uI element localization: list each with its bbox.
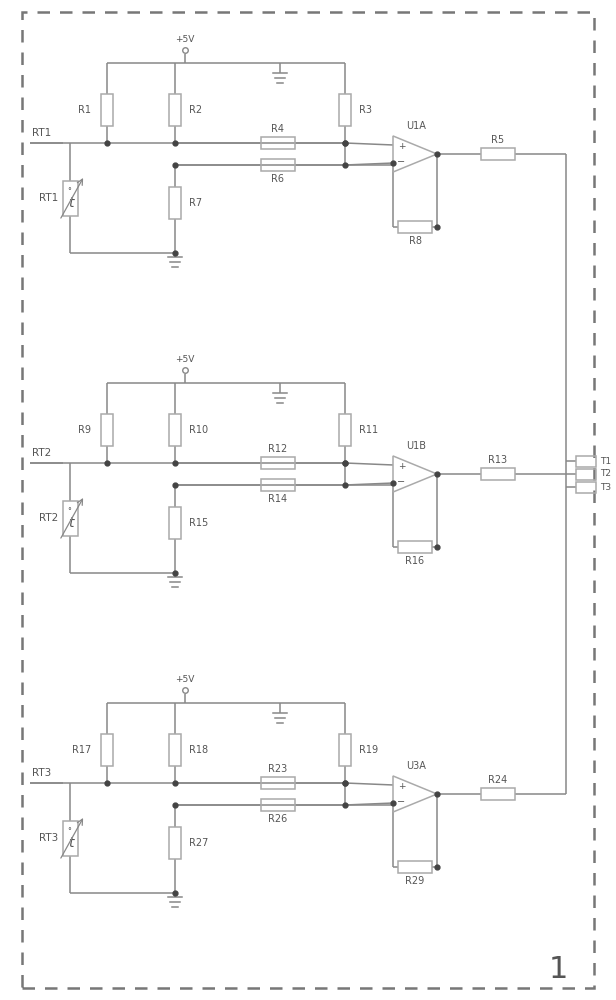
Text: R19: R19 bbox=[359, 745, 378, 755]
Text: °: ° bbox=[67, 828, 71, 836]
Text: RT3: RT3 bbox=[32, 768, 51, 778]
Bar bbox=[169, 414, 181, 446]
Bar bbox=[481, 468, 515, 480]
Text: U3A: U3A bbox=[406, 761, 426, 771]
Bar bbox=[169, 827, 181, 859]
Text: +: + bbox=[397, 462, 405, 471]
Text: R18: R18 bbox=[189, 745, 208, 755]
Bar bbox=[169, 94, 181, 126]
Text: R23: R23 bbox=[269, 764, 288, 774]
Text: RT2: RT2 bbox=[39, 513, 59, 523]
Text: R27: R27 bbox=[189, 838, 208, 848]
Text: R13: R13 bbox=[488, 455, 508, 465]
Text: −: − bbox=[397, 157, 405, 167]
Bar bbox=[339, 414, 351, 446]
Text: −: − bbox=[397, 477, 405, 487]
Text: R17: R17 bbox=[71, 745, 91, 755]
Text: R5: R5 bbox=[492, 135, 505, 145]
Text: +5V: +5V bbox=[176, 35, 195, 44]
Bar bbox=[62, 180, 78, 216]
Bar bbox=[261, 137, 295, 149]
Bar bbox=[398, 541, 432, 553]
Text: °: ° bbox=[67, 508, 71, 516]
Bar bbox=[101, 734, 113, 766]
Text: R7: R7 bbox=[189, 198, 202, 208]
Text: RT2: RT2 bbox=[32, 448, 51, 458]
Bar bbox=[261, 159, 295, 171]
Bar bbox=[101, 94, 113, 126]
Text: RT1: RT1 bbox=[39, 193, 59, 203]
Text: +5V: +5V bbox=[176, 675, 195, 684]
Text: R14: R14 bbox=[269, 494, 288, 504]
Text: +5V: +5V bbox=[176, 355, 195, 364]
Bar bbox=[398, 221, 432, 233]
Text: RT3: RT3 bbox=[39, 833, 59, 843]
Bar bbox=[169, 734, 181, 766]
Bar bbox=[169, 187, 181, 219]
Text: +: + bbox=[397, 142, 405, 151]
Text: 1: 1 bbox=[548, 956, 568, 984]
Text: U1A: U1A bbox=[406, 121, 426, 131]
Text: t: t bbox=[68, 836, 74, 850]
Bar bbox=[339, 734, 351, 766]
Text: RT1: RT1 bbox=[32, 128, 51, 138]
Bar bbox=[261, 799, 295, 811]
Bar bbox=[339, 94, 351, 126]
Bar bbox=[261, 777, 295, 789]
Text: t: t bbox=[68, 516, 74, 530]
Text: R16: R16 bbox=[405, 556, 424, 566]
Text: R24: R24 bbox=[488, 775, 508, 785]
Bar bbox=[62, 500, 78, 536]
Text: R9: R9 bbox=[78, 425, 91, 435]
Bar bbox=[576, 482, 596, 492]
Text: T2: T2 bbox=[600, 470, 611, 479]
Bar bbox=[169, 507, 181, 539]
Text: R12: R12 bbox=[269, 444, 288, 454]
Text: R10: R10 bbox=[189, 425, 208, 435]
Text: U1B: U1B bbox=[406, 441, 426, 451]
Text: R26: R26 bbox=[269, 814, 288, 824]
Bar bbox=[261, 457, 295, 469]
Bar bbox=[62, 820, 78, 856]
Bar bbox=[481, 788, 515, 800]
Text: T1: T1 bbox=[600, 456, 611, 466]
Text: t: t bbox=[68, 196, 74, 210]
Text: R29: R29 bbox=[405, 876, 424, 886]
Text: +: + bbox=[397, 782, 405, 791]
Text: R1: R1 bbox=[78, 105, 91, 115]
Text: R3: R3 bbox=[359, 105, 372, 115]
Bar bbox=[576, 468, 596, 480]
Text: R6: R6 bbox=[272, 174, 285, 184]
Text: R2: R2 bbox=[189, 105, 202, 115]
Text: R8: R8 bbox=[408, 236, 421, 246]
Bar bbox=[261, 479, 295, 491]
Bar bbox=[576, 456, 596, 466]
Text: T3: T3 bbox=[600, 483, 611, 491]
Text: R4: R4 bbox=[272, 124, 285, 134]
Text: R11: R11 bbox=[359, 425, 378, 435]
Bar bbox=[101, 414, 113, 446]
Text: −: − bbox=[397, 797, 405, 807]
Bar bbox=[481, 148, 515, 160]
Text: R15: R15 bbox=[189, 518, 208, 528]
Text: °: ° bbox=[67, 188, 71, 196]
Bar bbox=[398, 861, 432, 873]
